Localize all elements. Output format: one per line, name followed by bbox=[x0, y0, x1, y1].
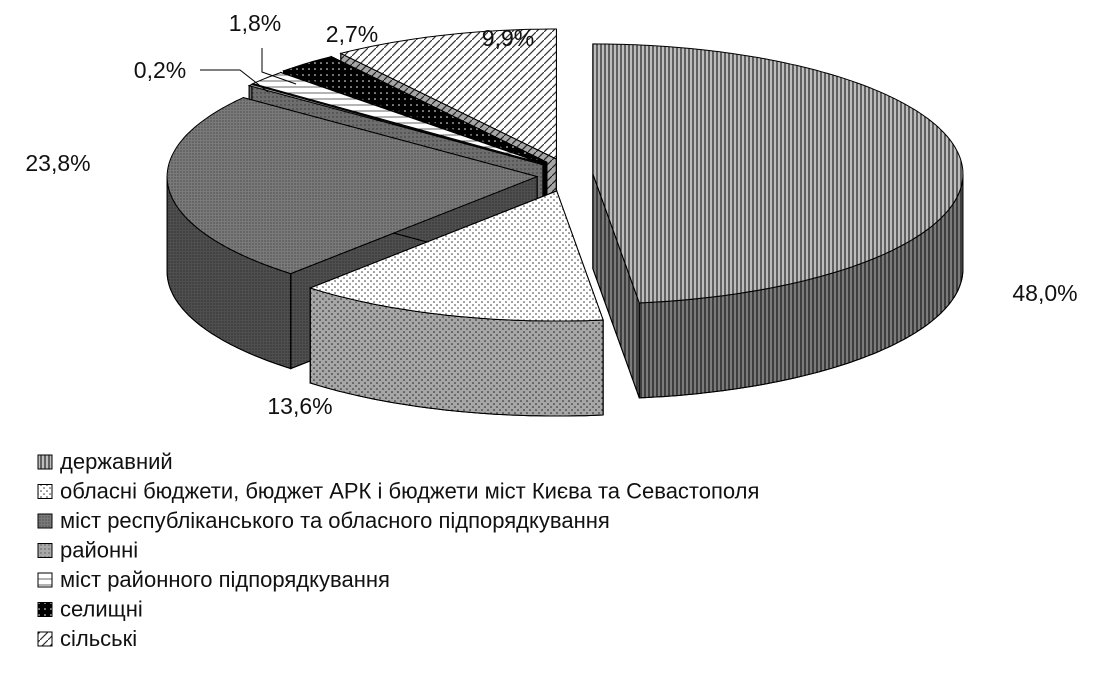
legend-label: районні bbox=[60, 537, 138, 562]
data-label: 0,2% bbox=[134, 57, 186, 83]
legend-swatch bbox=[37, 513, 53, 529]
leader-line bbox=[200, 69, 269, 93]
slice-top bbox=[308, 190, 604, 322]
slice bbox=[308, 190, 604, 417]
leader-line bbox=[261, 48, 297, 85]
legend-swatch bbox=[37, 454, 53, 470]
legend-swatch bbox=[37, 572, 53, 588]
data-label: 48,0% bbox=[1012, 280, 1077, 306]
slice-top bbox=[247, 83, 544, 166]
legend-swatch bbox=[37, 602, 53, 617]
slice-top bbox=[251, 71, 545, 165]
legend-label: державний bbox=[60, 449, 173, 474]
legend-swatch bbox=[37, 631, 53, 647]
slice-top bbox=[339, 28, 557, 160]
legend-label: міст республіканського та обласного підп… bbox=[60, 508, 610, 533]
data-label: 9,9% bbox=[482, 25, 534, 51]
slice bbox=[592, 43, 964, 399]
legend-label: обласні бюджети, бюджет АРК і бюджети мі… bbox=[60, 478, 759, 503]
slice-top bbox=[592, 43, 964, 304]
data-label: 23,8% bbox=[25, 150, 90, 176]
legend-swatch bbox=[37, 484, 53, 499]
data-label: 2,7% bbox=[326, 21, 378, 47]
slice-top bbox=[281, 56, 548, 163]
legend-label: селищні bbox=[60, 596, 143, 621]
legend-label: міст районного підпорядкування bbox=[60, 567, 390, 592]
slice-top bbox=[166, 97, 539, 275]
legend-label: сільські bbox=[60, 626, 137, 651]
legend-swatch bbox=[37, 543, 53, 558]
data-label: 13,6% bbox=[267, 393, 332, 419]
data-label: 1,8% bbox=[229, 10, 281, 36]
